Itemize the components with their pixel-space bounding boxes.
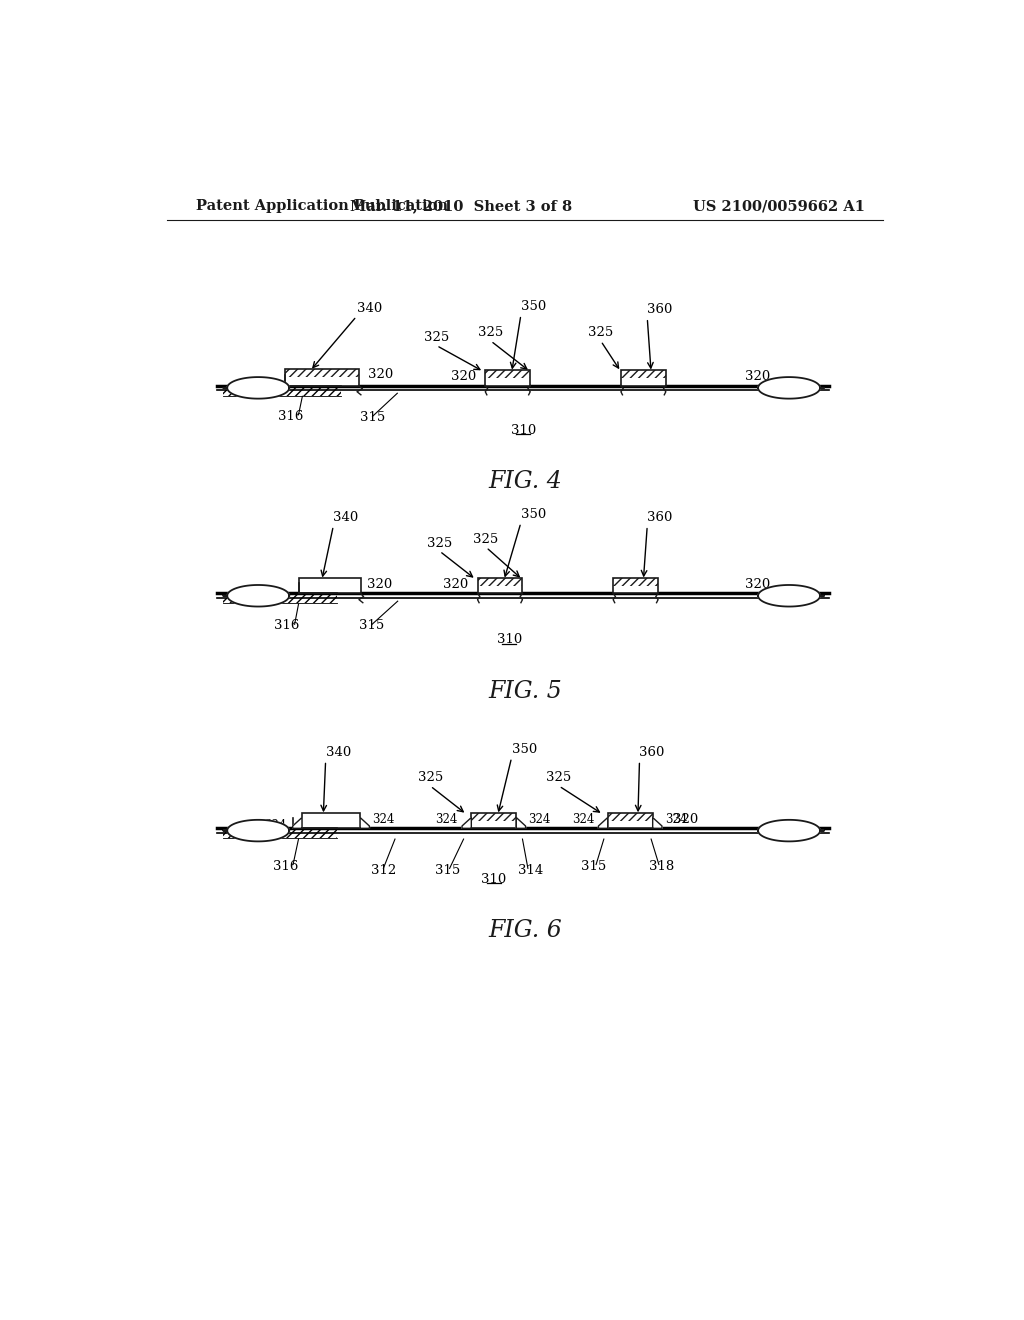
Bar (223, 829, 337, 838)
Bar (485, 370, 530, 378)
Text: 315: 315 (359, 619, 385, 632)
Text: 325: 325 (473, 533, 499, 545)
Text: 324: 324 (264, 820, 287, 833)
Polygon shape (652, 817, 662, 829)
Text: 320: 320 (673, 813, 697, 825)
Bar (223, 594, 337, 603)
Bar (485, 370, 530, 385)
Polygon shape (758, 378, 824, 399)
Polygon shape (360, 817, 370, 829)
Polygon shape (223, 378, 289, 399)
Bar (621, 370, 666, 378)
Text: FIG. 5: FIG. 5 (487, 680, 562, 702)
Bar (223, 387, 341, 396)
Text: 340: 340 (356, 302, 382, 314)
Bar (607, 813, 652, 821)
Text: 320: 320 (451, 370, 476, 383)
Text: 341: 341 (792, 381, 814, 395)
Bar (299, 578, 360, 594)
Text: 316: 316 (274, 619, 300, 632)
Text: 310: 310 (481, 873, 507, 886)
Text: 310: 310 (511, 424, 536, 437)
Text: 310: 310 (497, 634, 522, 647)
Polygon shape (223, 820, 289, 841)
Text: 325: 325 (478, 326, 504, 339)
Text: 316: 316 (279, 409, 303, 422)
Text: FIG. 6: FIG. 6 (487, 919, 562, 942)
Text: 312: 312 (371, 865, 396, 878)
Bar (607, 813, 652, 829)
Text: Patent Application Publication: Patent Application Publication (197, 199, 449, 213)
Text: 320: 320 (443, 578, 468, 591)
Bar (621, 370, 666, 385)
Text: 350: 350 (521, 300, 546, 313)
Text: 315: 315 (359, 412, 385, 425)
Bar (477, 578, 522, 586)
Text: 360: 360 (647, 304, 673, 317)
Text: 315: 315 (582, 861, 606, 874)
Text: 341: 341 (233, 381, 255, 395)
Text: 320: 320 (368, 578, 392, 591)
Polygon shape (758, 585, 824, 606)
Text: 318: 318 (649, 861, 675, 874)
Text: 341: 341 (233, 824, 255, 837)
Polygon shape (758, 820, 824, 841)
Bar (613, 578, 658, 586)
Polygon shape (223, 585, 289, 606)
Bar (613, 578, 658, 594)
Text: 340: 340 (334, 511, 358, 524)
Text: 324: 324 (571, 813, 594, 825)
Text: 320: 320 (368, 368, 393, 381)
Text: 324: 324 (372, 813, 394, 825)
Text: Mar. 11, 2010  Sheet 3 of 8: Mar. 11, 2010 Sheet 3 of 8 (350, 199, 572, 213)
Bar (285, 368, 358, 378)
Text: 340: 340 (326, 746, 351, 759)
Polygon shape (462, 817, 471, 829)
Bar (471, 813, 516, 821)
Text: 341: 341 (792, 589, 814, 602)
Text: 315: 315 (435, 865, 461, 878)
Text: 325: 325 (418, 771, 442, 784)
Text: 325: 325 (546, 771, 571, 784)
Bar (471, 813, 516, 829)
Text: 316: 316 (272, 861, 298, 874)
Text: 325: 325 (588, 326, 613, 339)
Text: 341: 341 (233, 589, 255, 602)
Text: 325: 325 (424, 331, 450, 345)
Text: 324: 324 (665, 813, 687, 825)
Text: 350: 350 (521, 508, 546, 521)
Polygon shape (598, 817, 607, 829)
Bar (302, 813, 360, 829)
Text: US 2100/0059662 A1: US 2100/0059662 A1 (693, 199, 865, 213)
Polygon shape (293, 817, 302, 829)
Text: 360: 360 (647, 511, 673, 524)
Polygon shape (516, 817, 525, 829)
Bar (477, 578, 522, 594)
Text: 341: 341 (792, 824, 814, 837)
Text: 350: 350 (512, 743, 537, 756)
Bar (285, 368, 358, 385)
Text: 320: 320 (745, 578, 771, 591)
Text: 324: 324 (435, 813, 458, 825)
Text: 325: 325 (427, 536, 453, 549)
Text: 324: 324 (528, 813, 551, 825)
Text: 320: 320 (745, 370, 771, 383)
Text: 360: 360 (640, 746, 665, 759)
Text: 314: 314 (517, 865, 543, 878)
Text: FIG. 4: FIG. 4 (487, 470, 562, 494)
